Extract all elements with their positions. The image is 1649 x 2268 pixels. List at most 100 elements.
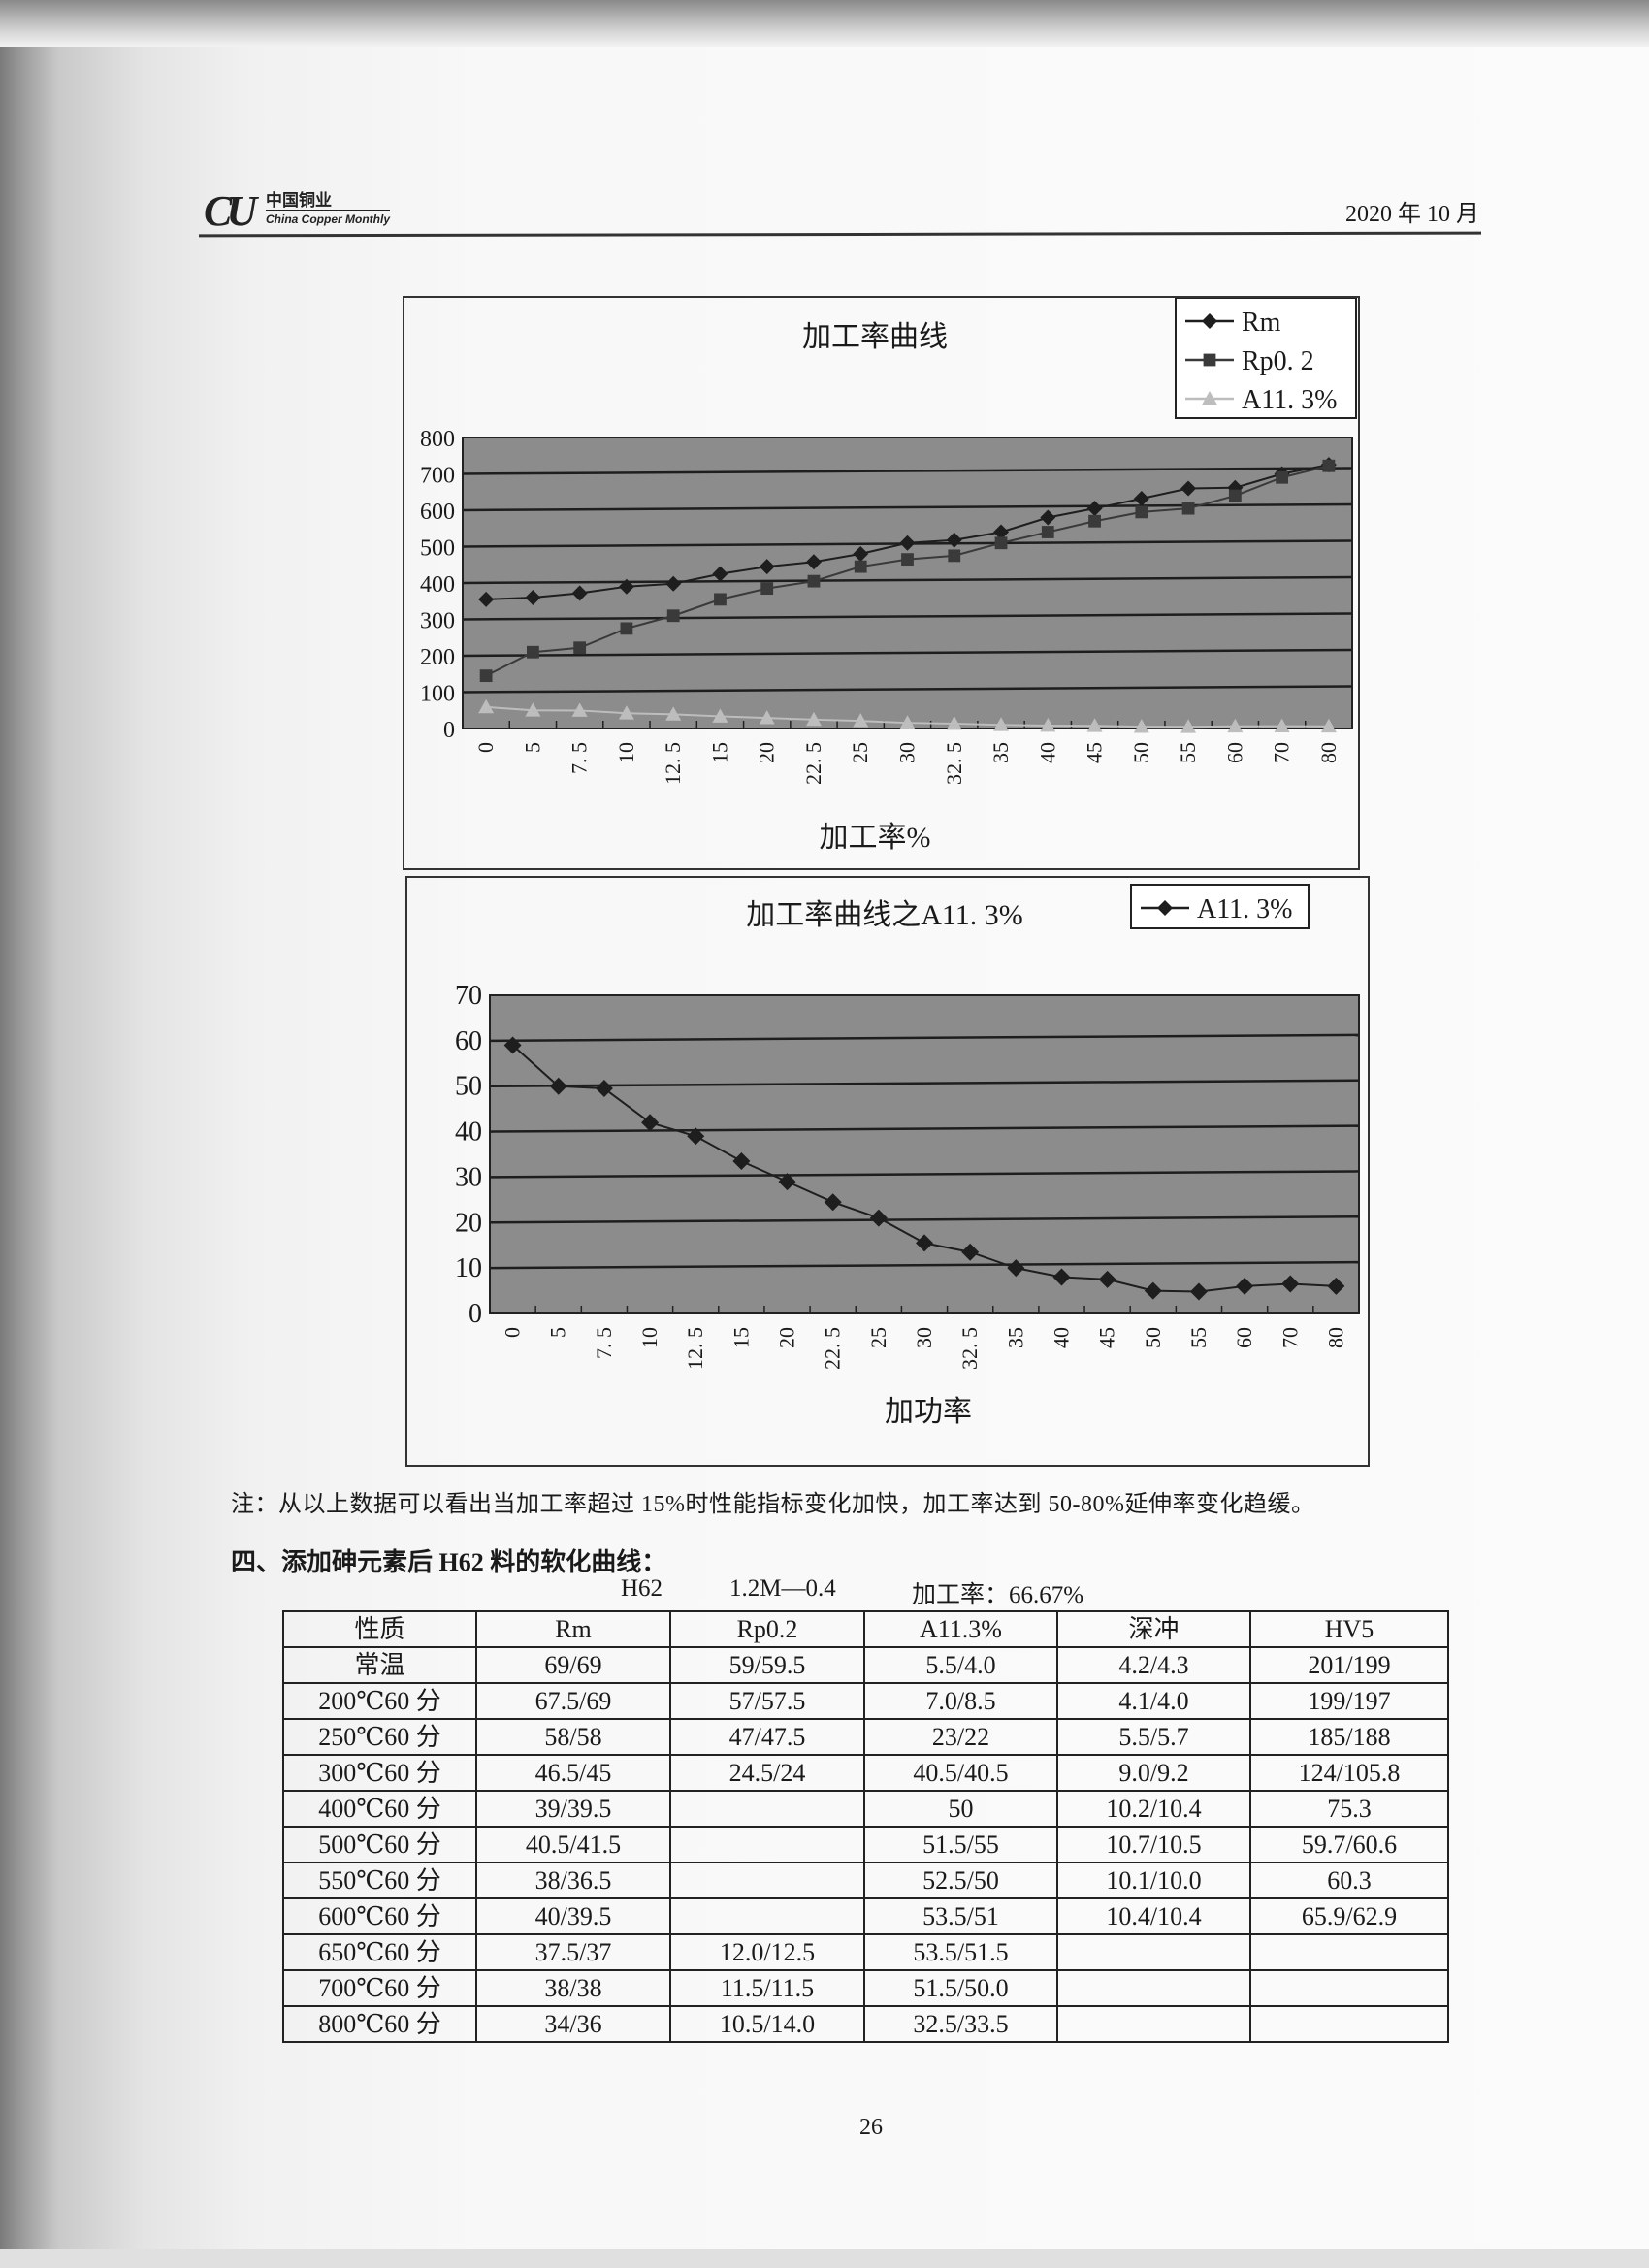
x-tick-label: 45 [1083,742,1107,763]
marker-diamond [961,1243,980,1261]
marker-triangle [478,698,495,714]
x-tick-label: 32. 5 [942,742,966,785]
table-row: 常温 69/69 59/59.5 5.5/4.0 4.2/4.3 201/199 [282,1646,1449,1684]
marker-triangle [1086,718,1103,732]
marker-square [901,553,914,567]
table-cell: 32.5/33.5 [863,2005,1058,2043]
caption-rate: 加工率：66.67% [912,1582,1084,1608]
marker-square [714,593,727,606]
marker-diamond [571,585,588,601]
table-cell: 400℃60 分 [282,1790,477,1828]
table-cell: 600℃60 分 [282,1897,477,1935]
marker-diamond [1327,1277,1345,1295]
marker-triangle [993,717,1010,731]
marker-diamond [618,578,634,595]
marker-square [1088,514,1101,528]
legend-label: Rm [1242,308,1281,338]
marker-diamond [1281,1275,1300,1293]
gridline [462,575,1353,585]
marker-diamond [1202,313,1217,329]
gridline [489,1215,1360,1224]
marker-triangle [1227,718,1244,733]
marker-diamond [1007,1259,1025,1278]
marker-square [1041,526,1054,538]
table-cell [1249,1969,1449,2007]
x-tick-label: 12. 5 [683,1327,707,1370]
marker-diamond [916,1234,933,1252]
table-row: 700℃60 分 38/38 11.5/11.5 51.5/50.0 [282,1969,1449,2007]
table-cell: Rp0.2 [669,1610,865,1648]
table-cell: 10.5/14.0 [669,2005,865,2043]
y-tick-label: 40 [455,1118,482,1148]
x-tick-label: 30 [912,1327,936,1348]
gridline [462,502,1353,512]
marker-square [479,669,493,683]
table-cell: 124/105.8 [1249,1754,1449,1792]
marker-diamond [899,535,916,551]
table-cell: 65.9/62.9 [1249,1897,1449,1935]
marker-diamond [1236,1277,1254,1295]
table-cell: 500℃60 分 [282,1826,477,1863]
table-cell: 40/39.5 [475,1897,671,1935]
table-cell: 37.5/37 [475,1933,671,1971]
table-row: 650℃60 分 37.5/37 12.0/12.5 53.5/51.5 [282,1933,1449,1971]
x-tick-label: 60 [1222,742,1246,763]
marker-diamond [525,590,541,605]
issue-date: 2020 年 10 月 [1345,202,1479,227]
table-cell: 34/36 [475,2005,671,2043]
x-tick-label: 45 [1095,1327,1119,1348]
gridline [489,1260,1360,1270]
table-cell: 4.1/4.0 [1056,1682,1251,1720]
table-cell: 11.5/11.5 [669,1969,865,2007]
marker-diamond [1133,491,1149,506]
table-cell: 24.5/24 [669,1754,865,1792]
x-tick-label: 30 [895,742,920,763]
marker-triangle [759,710,775,725]
x-tick-label: 70 [1277,1327,1302,1348]
marker-triangle [1202,391,1217,405]
table-cell: 40.5/41.5 [475,1826,671,1863]
chart-a113-svg: 0 10 20 30 40 50 60 70 0 5 7. 5 10 12. 5 15 20 22. 5 25 3… [455,884,1360,1428]
marker-square [948,549,961,563]
marker-triangle [805,711,822,727]
x-tick-label: 15 [707,742,731,763]
x-tick-label: 5 [520,742,544,753]
marker-triangle [1133,719,1149,733]
table-cell: 700℃60 分 [282,1969,477,2007]
x-tick-label: 60 [1232,1327,1256,1348]
table-cell: 59/59.5 [669,1646,865,1684]
legend-box [1130,884,1310,929]
x-tick-label: 80 [1316,742,1341,763]
table-cell [669,1862,865,1899]
marker-triangle [946,715,962,730]
marker-diamond [641,1114,660,1132]
marker-square [854,560,867,573]
y-tick-label: 200 [420,645,455,670]
table-cell: 199/197 [1249,1682,1449,1720]
scan-top-edge [0,0,1649,47]
marker-diamond [549,1077,567,1095]
table-row: 500℃60 分 40.5/41.5 51.5/55 10.7/10.5 59.7/60… [282,1826,1449,1863]
marker-square [994,536,1008,550]
table-cell: 75.3 [1249,1790,1449,1828]
page-number: 26 [859,2115,883,2140]
marker-triangle [1274,718,1290,732]
marker-diamond [1052,1268,1071,1286]
marker-square [526,645,539,659]
y-tick-label: 60 [455,1026,482,1056]
marker-diamond [824,1193,842,1212]
x-tick-label: 25 [866,1327,890,1348]
table-cell: 47/47.5 [669,1718,865,1756]
y-tick-label: 50 [455,1072,482,1102]
x-tick-label: 50 [1129,742,1153,763]
table-cell: 10.1/10.0 [1056,1862,1251,1899]
table-cell: 60.3 [1249,1862,1449,1899]
table-row: 300℃60 分 46.5/45 24.5/24 40.5/40.5 9.0/9.2 12… [282,1754,1449,1792]
marker-square [573,641,587,655]
marker-triangle [712,708,728,723]
table-cell [669,1790,865,1828]
table-cell: 250℃60 分 [282,1718,477,1756]
table-cell: 40.5/40.5 [863,1754,1058,1792]
marker-diamond [1157,900,1173,916]
table-cell: 57/57.5 [669,1682,865,1720]
